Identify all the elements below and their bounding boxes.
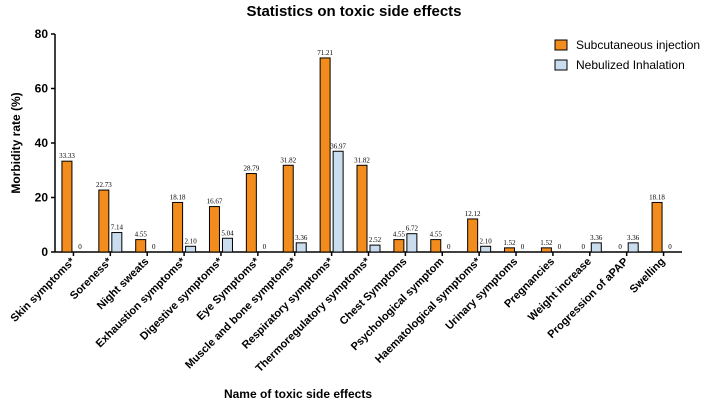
data-label: 1.52 [503, 239, 516, 247]
data-label: 0 [78, 243, 82, 251]
bar-nebulized [480, 245, 492, 253]
data-label: 2.10 [184, 237, 197, 245]
data-label: 16.67 [207, 198, 223, 206]
bar-subcutaneous [430, 239, 442, 253]
bar-nebulized [627, 242, 639, 253]
bar-subcutaneous [98, 189, 110, 253]
bar-nebulized [369, 244, 381, 253]
data-label: 0 [558, 243, 562, 251]
bar-nebulized [590, 242, 602, 253]
y-tick-label: 0 [41, 245, 48, 259]
y-tick-label: 20 [35, 191, 49, 205]
x-tick-label: Weight increase [526, 256, 594, 324]
data-label: 7.14 [111, 224, 124, 232]
x-tick-label: Swelling [628, 256, 668, 296]
x-tick-label: Skin symptoms* [9, 255, 79, 325]
bar-nebulized [221, 237, 233, 253]
bar-subcutaneous [282, 164, 294, 253]
legend-label-subcutaneous: Subcutaneous injection [576, 38, 700, 52]
y-tick-label: 40 [35, 136, 49, 150]
data-label: 1.52 [540, 239, 553, 247]
x-tick-label: Eye Symptoms* [195, 255, 263, 323]
bar-subcutaneous [467, 218, 479, 253]
bar-subcutaneous [651, 201, 663, 253]
y-tick-label: 60 [35, 82, 49, 96]
legend-swatch-nebulized [554, 59, 568, 71]
data-label: 0 [618, 243, 622, 251]
bar-subcutaneous [319, 57, 331, 253]
chart-title: Statistics on toxic side effects [246, 3, 461, 20]
legend-swatch-subcutaneous [554, 39, 568, 51]
data-label: 4.55 [430, 231, 443, 239]
data-label: 2.10 [480, 237, 493, 245]
data-label: 33.33 [59, 152, 75, 160]
legend-label-nebulized: Nebulized Inhalation [576, 58, 685, 72]
bar-subcutaneous [540, 247, 552, 253]
x-tick-label: Chest Symptoms [337, 256, 409, 328]
data-label: 12.12 [465, 210, 481, 218]
data-label: 0 [521, 243, 525, 251]
x-tick-label: Urinary symptoms [443, 256, 520, 333]
bar-nebulized [406, 233, 418, 253]
bar-nebulized [332, 150, 344, 253]
data-label: 0 [668, 243, 672, 251]
x-axis-title: Name of toxic side effects [224, 387, 372, 401]
bar-subcutaneous [393, 239, 405, 253]
bar-subcutaneous [208, 206, 220, 253]
data-label: 36.97 [330, 142, 346, 150]
bar-subcutaneous [504, 247, 516, 253]
data-label: 0 [152, 243, 156, 251]
data-label: 5.04 [221, 229, 234, 237]
bar-subcutaneous [61, 160, 73, 253]
bar-subcutaneous [356, 164, 368, 253]
data-label: 0 [447, 243, 451, 251]
data-label: 3.36 [627, 234, 640, 242]
y-tick-label: 80 [35, 27, 49, 41]
bar-nebulized [111, 232, 123, 253]
y-axis-title: Morbidity rate (%) [9, 92, 23, 193]
legend: Subcutaneous injection Nebulized Inhalat… [554, 38, 700, 72]
data-label: 4.55 [393, 231, 406, 239]
data-label: 2.52 [369, 236, 382, 244]
data-label: 22.73 [96, 181, 112, 189]
data-label: 4.55 [135, 231, 148, 239]
data-label: 31.82 [354, 156, 370, 164]
bar-subcutaneous [135, 239, 147, 253]
data-label: 0 [582, 243, 586, 251]
data-label: 71.21 [317, 49, 333, 57]
data-label: 31.82 [280, 156, 296, 164]
bar-subcutaneous [245, 173, 257, 253]
bar-subcutaneous [172, 201, 184, 253]
data-label: 18.18 [649, 193, 665, 201]
data-label: 6.72 [406, 225, 419, 233]
bar-nebulized [185, 245, 197, 253]
data-label: 3.36 [590, 234, 603, 242]
data-label: 0 [263, 243, 267, 251]
data-label: 18.18 [170, 193, 186, 201]
data-label: 28.79 [243, 165, 259, 173]
bar-nebulized [295, 242, 307, 253]
data-label: 3.36 [295, 234, 308, 242]
